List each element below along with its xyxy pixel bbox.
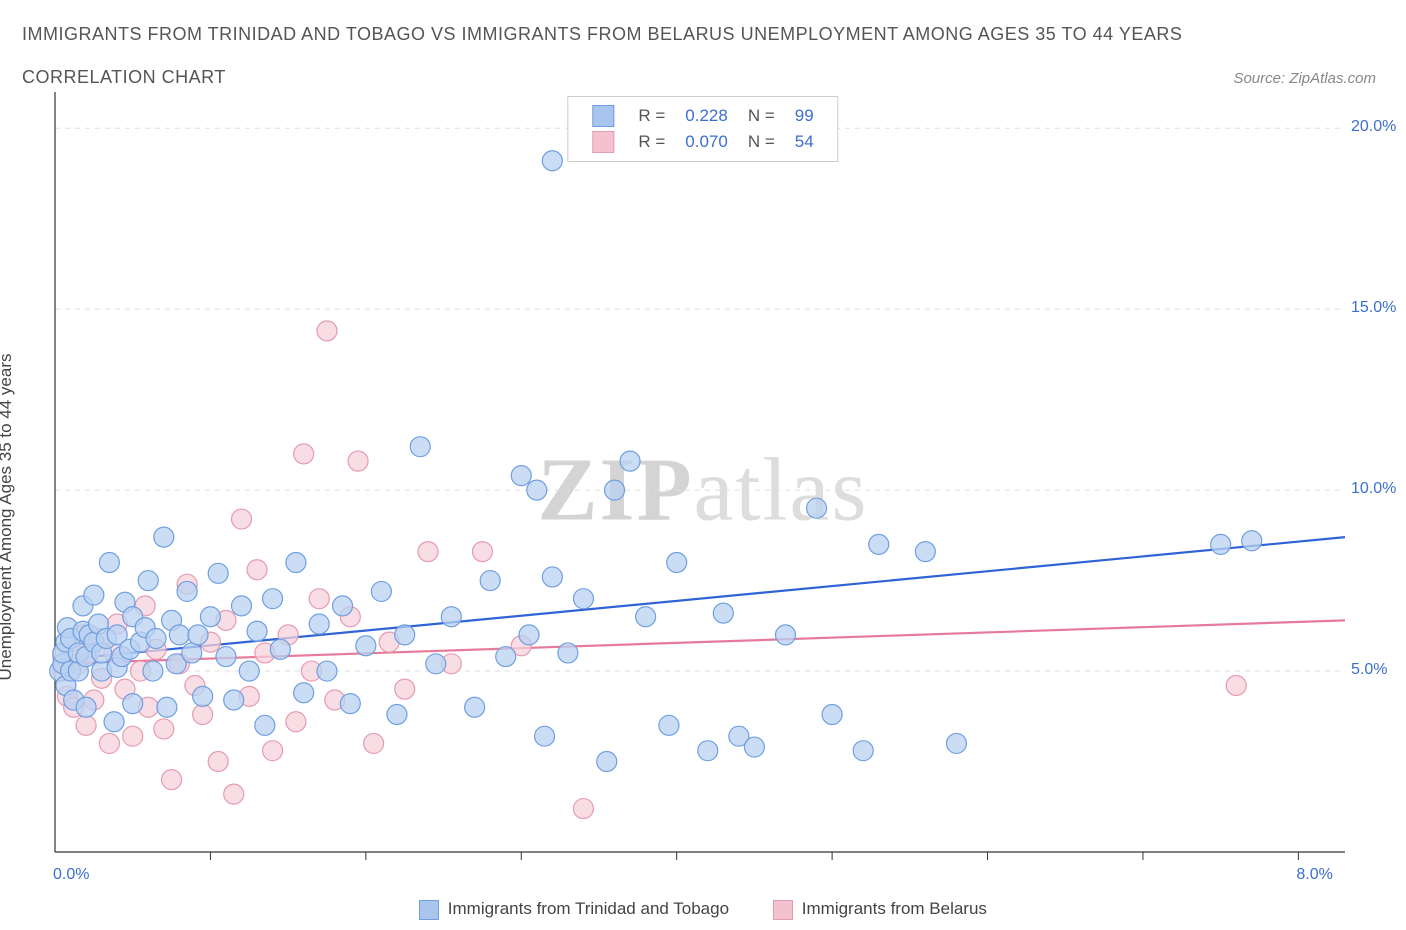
- title-line-2: CORRELATION CHART: [22, 63, 226, 92]
- source-credit: Source: ZipAtlas.com: [1233, 70, 1376, 87]
- y-axis-label: 10.0%: [1351, 480, 1396, 498]
- legend-item: Immigrants from Belarus: [773, 899, 987, 918]
- title-block: IMMIGRANTS FROM TRINIDAD AND TOBAGO VS I…: [0, 0, 1406, 92]
- y-axis-label: 20.0%: [1351, 118, 1396, 136]
- x-axis-label: 0.0%: [53, 866, 89, 884]
- scatter-plot: [0, 92, 1405, 882]
- y-axis-label: 15.0%: [1351, 299, 1396, 317]
- legend-stats: R =0.228N =99R =0.070N =54: [567, 96, 838, 162]
- title-line-1: IMMIGRANTS FROM TRINIDAD AND TOBAGO VS I…: [22, 20, 1376, 49]
- legend-item: Immigrants from Trinidad and Tobago: [419, 899, 729, 918]
- y-axis-label: 5.0%: [1351, 661, 1387, 679]
- chart-area: Unemployment Among Ages 35 to 44 years Z…: [0, 92, 1406, 922]
- x-axis-label: 8.0%: [1296, 866, 1332, 884]
- legend-series: Immigrants from Trinidad and Tobago Immi…: [0, 899, 1406, 920]
